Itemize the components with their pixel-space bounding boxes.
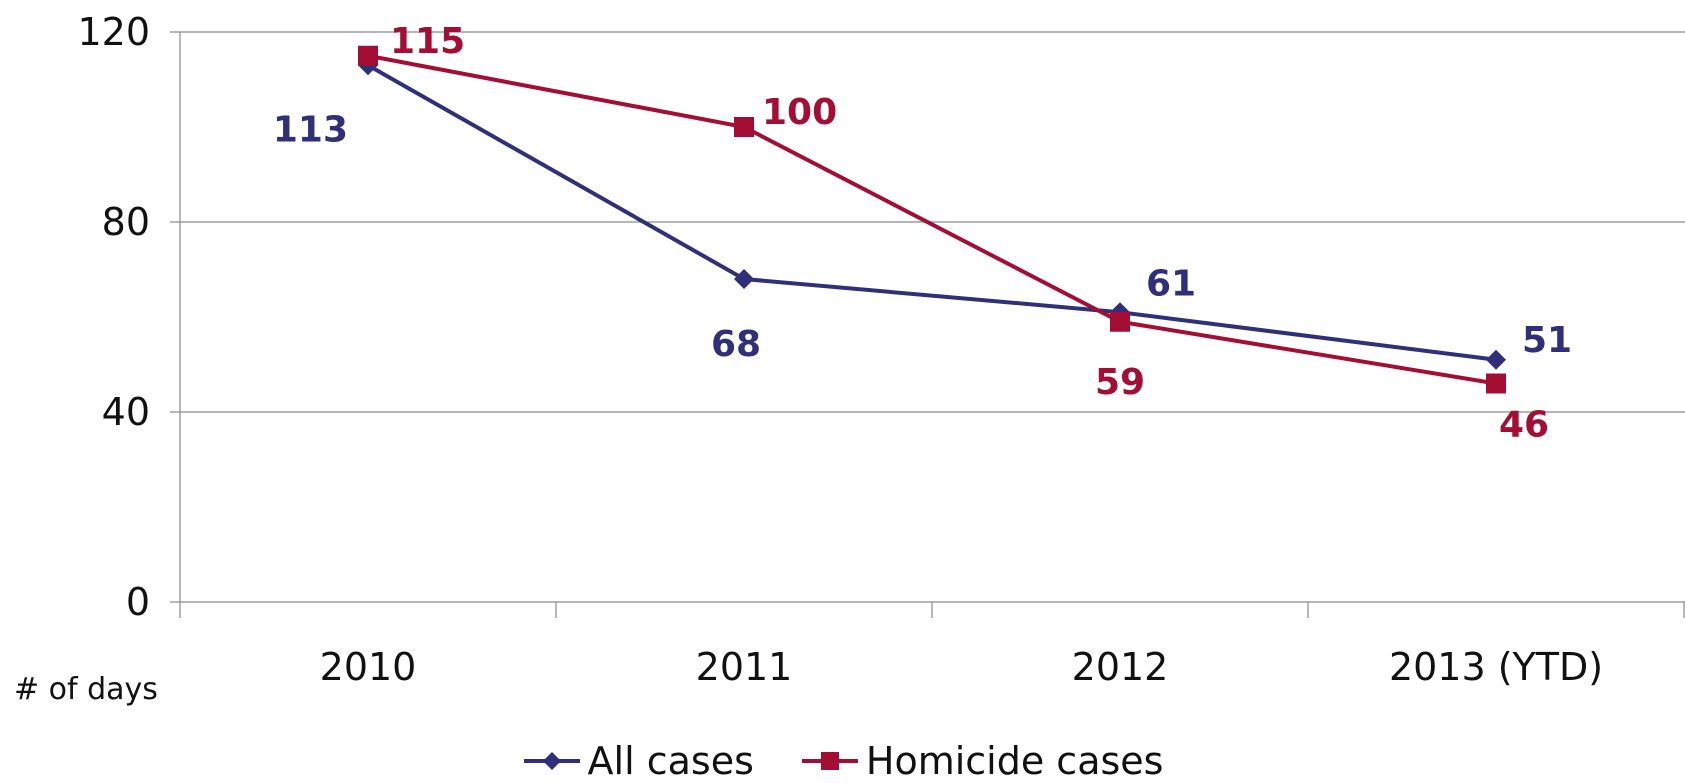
x-tick-label: 2013 (YTD) [1389,645,1603,689]
series-line-homicide-cases [367,53,1497,386]
data-point-square [734,117,754,137]
data-label: 100 [762,92,837,133]
data-point-square [1110,311,1130,332]
data-label: 115 [390,21,465,62]
legend-item-all-cases: All cases [522,739,754,783]
data-label: 113 [273,109,348,150]
y-tick-label: 120 [77,10,150,54]
axes [170,31,1685,618]
y-tick-label: 40 [102,390,150,434]
x-tick-labels: 2010 2011 2012 2013 (YTD) [320,645,1603,689]
data-label: 68 [711,324,761,365]
legend: All cases Homicide cases [0,739,1685,783]
data-point-diamond [1486,349,1506,370]
data-labels: 113 68 61 51 115 100 59 46 [273,21,1572,446]
data-label: 46 [1499,405,1549,446]
y-tick-label: 80 [102,200,150,244]
legend-marker-square [801,752,858,770]
y-axis-unit-label: # of days [14,672,158,707]
data-label: 59 [1095,362,1145,403]
y-tick-labels: 0 40 80 120 [77,10,150,624]
series-layer [358,45,1506,394]
data-point-square [358,45,378,66]
legend-item-homicide-cases: Homicide cases [800,739,1164,783]
gridlines [180,31,1685,413]
line-chart: 0 40 80 120 2010 2011 2012 2013 (YTD) 113 68 61 5… [77,10,1685,689]
x-tick-label: 2011 [696,645,793,689]
legend-marker-diamond [523,752,580,770]
data-point-diamond [734,269,754,289]
x-tick-label: 2012 [1072,645,1169,689]
x-tick-label: 2010 [320,645,417,689]
data-label: 61 [1146,263,1196,304]
legend-label-homicide-cases: Homicide cases [865,739,1164,783]
y-tick-label: 0 [126,580,150,624]
data-point-square [1486,373,1506,394]
series-line-all-cases [367,63,1497,362]
data-label: 51 [1522,320,1572,361]
legend-label-all-cases: All cases [587,739,754,783]
